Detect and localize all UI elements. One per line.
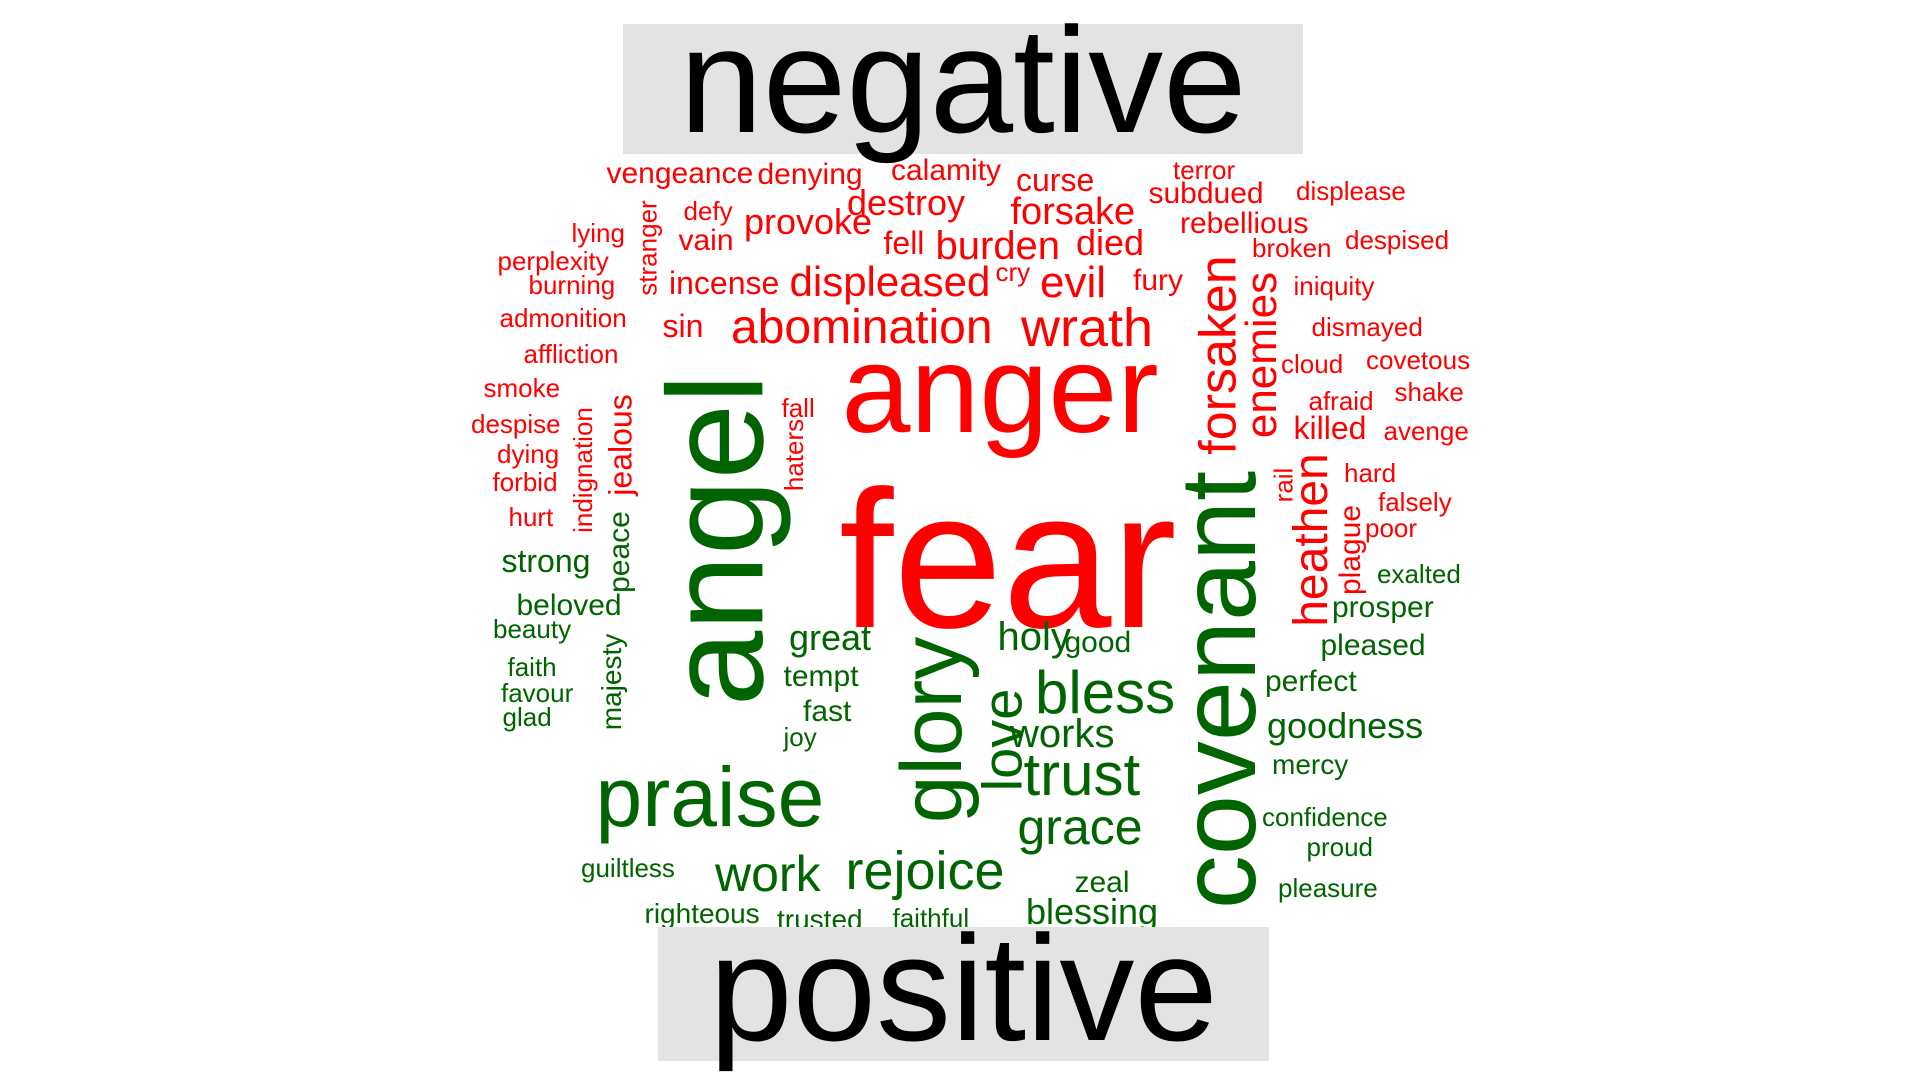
word-sin: sin [662,308,704,344]
word-afraid: afraid [1308,386,1374,416]
word-bless: bless [1035,659,1176,726]
word-holy: holy [997,615,1071,659]
positive-group-label-box: positive [658,913,1269,1063]
word-perplexity: perplexity [497,246,609,276]
word-despised: despised [1345,225,1450,255]
word-fall: fall [781,393,815,423]
negative-group-label: negative [679,0,1247,164]
word-fast: fast [803,695,852,728]
word-hard: hard [1344,458,1397,488]
word-cloud: cloud [1281,349,1344,379]
word-anger: anger [841,321,1159,459]
word-jealous: jealous [602,394,639,496]
word-perfect: perfect [1265,665,1357,698]
word-denying: denying [757,158,863,191]
negative-group-label-box: negative [623,5,1303,155]
word-works: works [1010,712,1115,756]
word-work: work [715,846,821,902]
word-avenge: avenge [1383,416,1469,446]
word-abomination: abomination [731,301,993,354]
word-pleased: pleased [1320,629,1426,662]
word-vengeance: vengeance [606,157,754,190]
word-beauty: beauty [493,614,572,644]
word-glad: glad [502,702,552,732]
word-prosper: prosper [1332,591,1434,624]
word-broken: broken [1252,233,1332,263]
word-praise: praise [595,750,825,844]
word-lying: lying [571,218,625,248]
word-faith: faith [507,652,557,682]
positive-group-label: positive [709,904,1218,1072]
word-angel: angel [638,373,791,707]
word-faithful: faithful [892,903,970,933]
word-fear: fear [839,450,1177,669]
word-hurt: hurt [508,502,554,532]
word-falsely: falsely [1378,487,1452,517]
word-majesty: majesty [596,633,628,731]
word-dying: dying [497,439,560,469]
word-wrath: wrath [1021,298,1154,358]
word-peace: peace [602,511,636,593]
word-trust: trust [1023,741,1141,808]
word-guiltless: guiltless [581,853,675,883]
word-strong: strong [501,543,591,579]
word-grace: grace [1017,799,1143,855]
word-beloved: beloved [516,589,622,622]
word-fury: fury [1133,264,1184,297]
word-killed: killed [1293,410,1367,446]
word-blessing: blessing [1026,891,1159,932]
word-dismayed: dismayed [1311,312,1423,342]
word-displease: displease [1296,176,1406,206]
word-stranger: stranger [632,200,663,296]
word-plague: plague [1334,504,1368,596]
word-covenant: covenant [1157,470,1279,910]
word-glory: glory [884,636,981,824]
word-confidence: confidence [1262,802,1388,832]
word-despise: despise [471,409,561,439]
word-covetous: covetous [1366,345,1471,375]
word-righteous: righteous [644,898,760,929]
word-calamity: calamity [891,154,1002,187]
word-forsake: forsake [1010,191,1136,233]
word-incense: incense [669,265,780,301]
word-destroy: destroy [847,182,966,223]
word-subdued: subdued [1148,177,1264,210]
word-favour: favour [501,678,574,708]
word-provoke: provoke [744,201,873,242]
word-enemies: enemies [1237,271,1287,439]
word-rejoice: rejoice [845,841,1005,901]
word-vain: vain [678,224,734,257]
word-pleasure: pleasure [1278,873,1378,903]
word-rebellious: rebellious [1180,207,1309,240]
word-great: great [789,617,872,658]
word-tempt: tempt [783,660,859,693]
word-shake: shake [1394,377,1464,407]
word-admonition: admonition [499,303,627,333]
word-forbid: forbid [492,467,558,497]
word-burning: burning [528,270,616,300]
word-curse: curse [1016,162,1095,198]
word-affliction: affliction [523,339,619,369]
word-zeal: zeal [1074,866,1130,899]
word-displeased: displeased [789,258,991,305]
word-exalted: exalted [1377,559,1461,589]
word-evil: evil [1040,258,1107,307]
word-fell: fell [883,225,925,261]
word-poor: poor [1365,513,1418,543]
word-terror: terror [1173,155,1236,185]
word-good: good [1064,626,1132,659]
word-indignation: indignation [567,407,598,533]
word-burden: burden [935,224,1061,268]
word-died: died [1076,222,1145,263]
word-proud: proud [1306,832,1374,862]
word-joy: joy [783,722,817,752]
word-smoke: smoke [483,373,561,403]
word-goodness: goodness [1267,705,1424,746]
word-defy: defy [683,196,733,226]
word-cry: cry [995,257,1031,287]
word-mercy: mercy [1272,749,1349,780]
word-iniquity: iniquity [1293,271,1375,301]
